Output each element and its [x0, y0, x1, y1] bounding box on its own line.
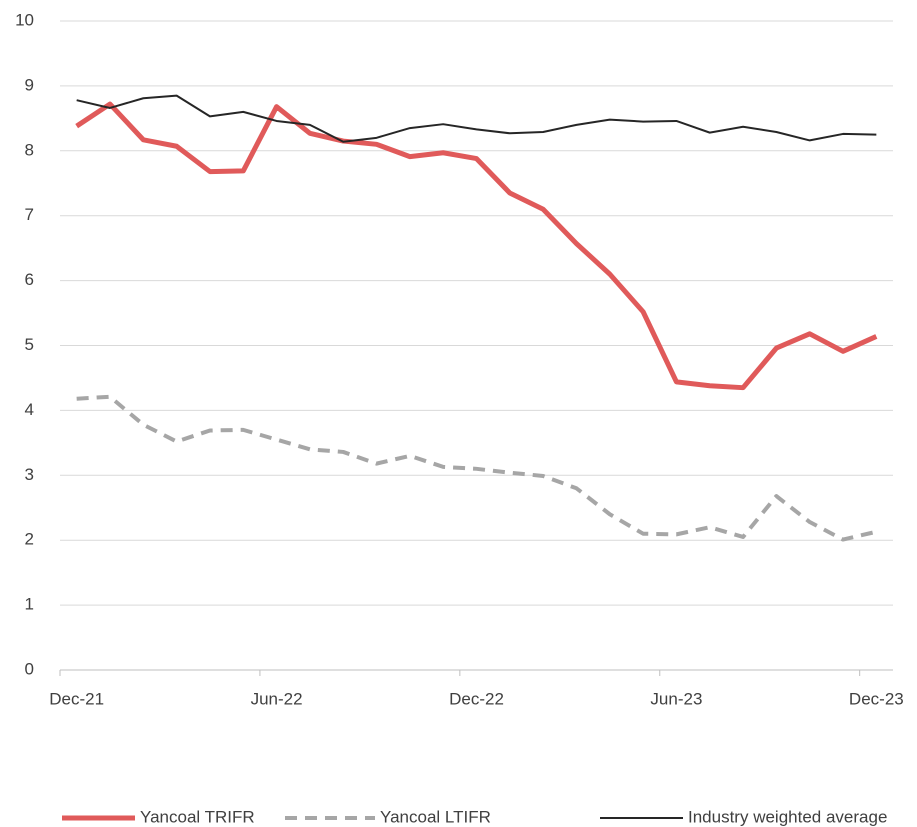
y-tick-label: 10 — [15, 10, 34, 29]
y-tick-label: 2 — [25, 530, 34, 549]
y-tick-label: 5 — [25, 335, 34, 354]
x-tick-label: Dec-21 — [49, 689, 104, 708]
y-tick-label: 7 — [25, 205, 34, 224]
x-tick-label: Dec-23 — [849, 689, 904, 708]
y-tick-label: 6 — [25, 270, 34, 289]
y-tick-label: 4 — [25, 400, 34, 419]
legend-label: Yancoal LTIFR — [380, 807, 491, 826]
y-tick-label: 1 — [25, 595, 34, 614]
series-line — [76, 394, 877, 542]
y-tick-label: 0 — [25, 659, 34, 678]
x-tick-label: Dec-22 — [449, 689, 504, 708]
series-line — [76, 94, 877, 143]
x-tick-label: Jun-23 — [650, 689, 702, 708]
legend-label: Yancoal TRIFR — [140, 807, 255, 826]
y-tick-label: 3 — [25, 465, 34, 484]
y-tick-label: 9 — [25, 75, 34, 94]
legend-label: Industry weighted average — [688, 807, 887, 826]
y-tick-label: 8 — [25, 140, 34, 159]
x-tick-label: Jun-22 — [251, 689, 303, 708]
series-line — [75, 101, 878, 391]
